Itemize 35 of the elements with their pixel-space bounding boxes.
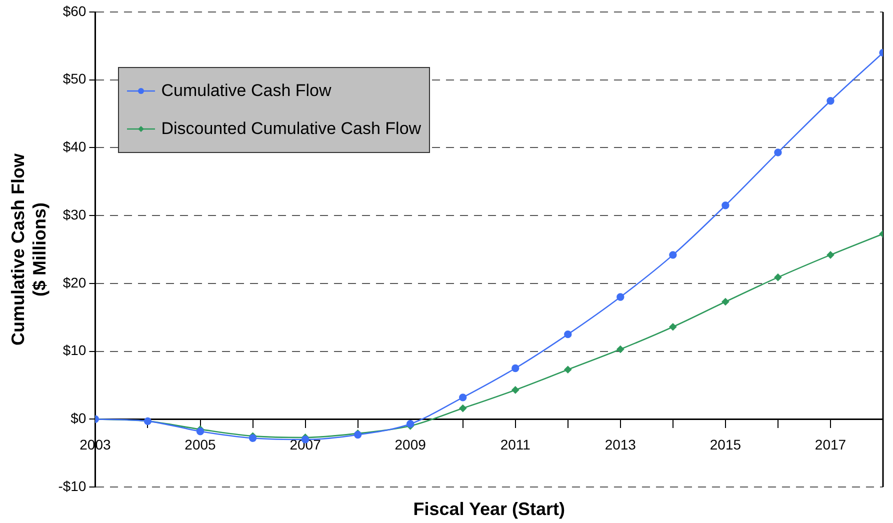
point	[616, 346, 624, 353]
x-tick-label: 2017	[814, 436, 846, 452]
point	[564, 366, 572, 374]
y-tick-label: $10	[62, 342, 86, 358]
point	[459, 394, 467, 402]
point	[774, 148, 782, 156]
point	[459, 404, 466, 412]
y-tick-label: $60	[62, 2, 86, 19]
y-tick-label: $30	[62, 206, 86, 222]
y-tick-label: $40	[62, 138, 86, 155]
x-tick-label: 2011	[500, 436, 531, 452]
point	[196, 428, 204, 436]
point	[774, 274, 782, 281]
x-axis-title: Fiscal Year (Start)	[413, 498, 565, 519]
y-tick-label: $50	[62, 70, 86, 87]
x-tick-label: 2009	[394, 436, 426, 452]
y-axis-title: Cumulative Cash Flow ($ Millions)	[8, 152, 50, 346]
point	[669, 323, 677, 331]
point	[826, 251, 834, 259]
legend-label: Discounted Cumulative Cash Flow	[161, 119, 422, 139]
point	[564, 330, 572, 338]
point	[722, 298, 730, 306]
y-tick-label: $20	[62, 274, 86, 290]
x-tick-label: 2005	[184, 436, 216, 452]
point	[512, 364, 520, 372]
x-tick-label: 2013	[604, 436, 636, 452]
legend-label: Cumulative Cash Flow	[161, 81, 332, 101]
point	[826, 97, 834, 105]
point	[669, 251, 677, 259]
y-tick-label: $0	[70, 410, 86, 426]
y-tick-label: -$10	[58, 478, 86, 494]
point	[722, 202, 730, 210]
point	[616, 293, 624, 301]
point	[512, 386, 520, 394]
x-tick-label: 2015	[710, 436, 742, 452]
